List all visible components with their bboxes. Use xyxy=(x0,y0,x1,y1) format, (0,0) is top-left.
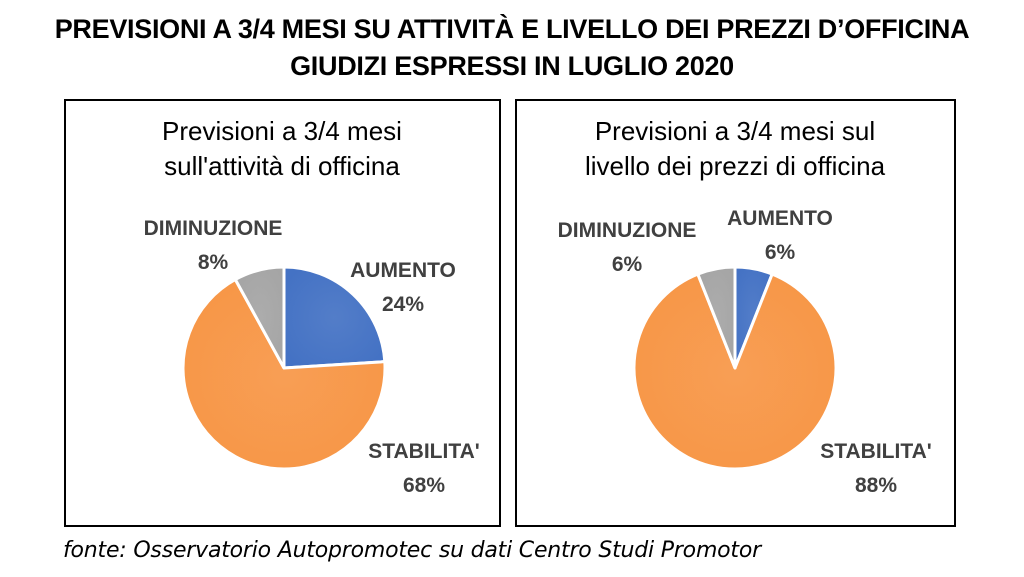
slice-value-diminuzione: 8% xyxy=(198,251,229,274)
pie-slice-diminuzione xyxy=(696,265,737,370)
pie-slice-stabilita xyxy=(181,277,387,471)
chart-title-line-2: livello dei prezzi di officina xyxy=(585,151,886,181)
pie-chart-prices: Previsioni a 3/4 mesi sul livello dei pre… xyxy=(558,116,932,497)
pie-slice-diminuzione xyxy=(233,265,286,370)
slice-label-aumento: AUMENTO xyxy=(350,259,456,282)
chart-panel-activity: Previsioni a 3/4 mesi sull'attività di of… xyxy=(64,99,501,527)
chart-title-line-1: Previsioni a 3/4 mesi sul xyxy=(595,116,875,146)
pie-slice-stabilita xyxy=(632,272,838,471)
page-title-line-2: GIUDIZI ESPRESSI IN LUGLIO 2020 xyxy=(290,51,734,81)
page-title-line-1: PREVISIONI A 3/4 MESI SU ATTIVITÀ E LIVE… xyxy=(54,14,970,44)
slice-label-diminuzione: DIMINUZIONE xyxy=(558,219,697,242)
slice-value-aumento: 24% xyxy=(382,293,424,316)
pie-slice-aumento xyxy=(282,265,387,370)
slice-value-diminuzione: 6% xyxy=(612,253,643,276)
chart-title-line-2: sull'attività di officina xyxy=(164,151,400,181)
slice-value-stabilita: 68% xyxy=(403,474,445,497)
slice-label-stabilita: STABILITA' xyxy=(368,440,480,463)
pie-chart-activity: Previsioni a 3/4 mesi sull'attività di of… xyxy=(144,116,480,497)
chart-title-line-1: Previsioni a 3/4 mesi xyxy=(162,116,402,146)
slice-label-stabilita: STABILITA' xyxy=(820,440,932,463)
slice-value-aumento: 6% xyxy=(765,241,796,264)
slice-value-stabilita: 88% xyxy=(855,474,897,497)
slice-label-diminuzione: DIMINUZIONE xyxy=(144,217,283,240)
source-note: fonte: Osservatorio Autopromotec su dati… xyxy=(63,538,761,563)
slice-label-aumento: AUMENTO xyxy=(727,207,833,230)
chart-panel-prices: Previsioni a 3/4 mesi sul livello dei pre… xyxy=(515,99,956,527)
